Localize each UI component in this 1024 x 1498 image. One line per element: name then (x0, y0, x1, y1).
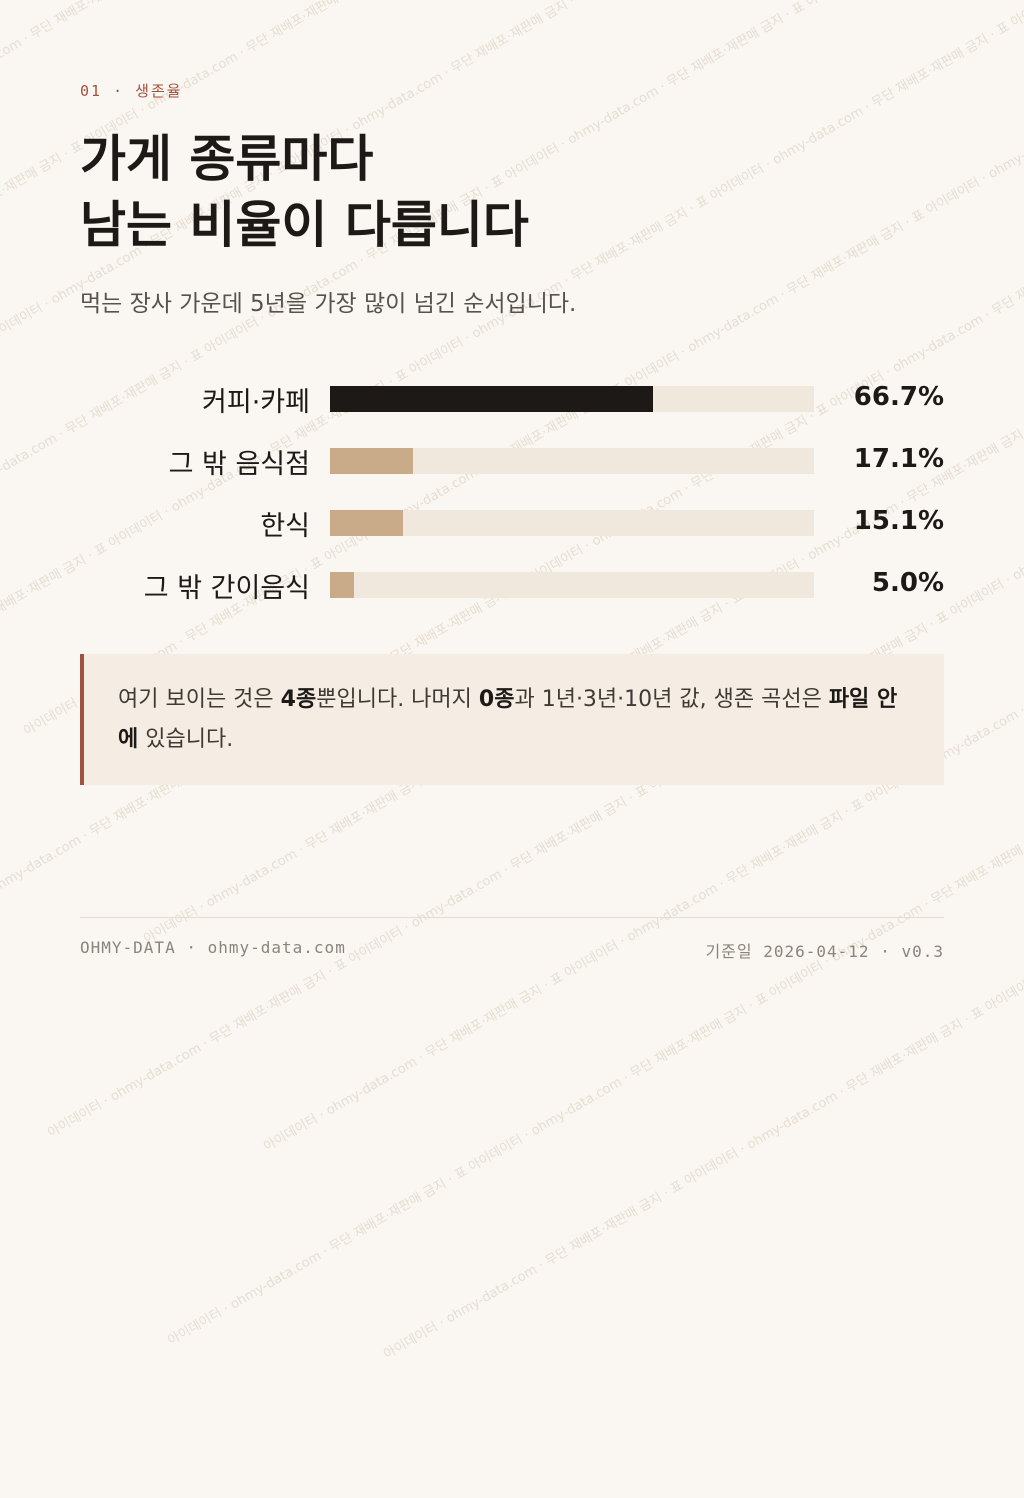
footer-brand: OHMY-DATA · ohmy-data.com (80, 938, 346, 957)
section-eyebrow: 01 · 생존율 (80, 82, 183, 100)
footer-divider (80, 917, 944, 918)
page-title: 가게 종류마다 남는 비율이 다릅니다 (80, 130, 529, 254)
note-bold-count: 4종 (280, 687, 317, 712)
bar-fill (330, 448, 413, 474)
bar-track (330, 386, 814, 412)
bar-track (330, 510, 814, 536)
bar-category-label: 한식 (260, 511, 310, 542)
note-text-2: 뿐입니다. 나머지 (316, 687, 479, 712)
bar-value-label: 15.1% (853, 506, 944, 536)
note-bold-file: 파일 안에 (118, 687, 898, 752)
page-subtitle: 먹는 장사 가운데 5년을 가장 많이 넘긴 순서입니다. (80, 291, 577, 317)
bar-row: 한식 15.1% (80, 494, 944, 556)
bar-chart: 커피·카페 66.7% 그 밖 음식점 17.1% 한식 15.1% 그 밖 간이음식 5.0… (80, 370, 944, 620)
bar-fill (330, 572, 355, 598)
bar-fill (330, 510, 404, 536)
watermark-row: 아이데이터 · ohmy-data.com · 무단 재배포·재판매 금지 · … (381, 0, 1024, 1363)
note-text-1: 여기 보이는 것은 (118, 687, 281, 712)
bar-track (330, 448, 814, 474)
bar-value-label: 17.1% (853, 444, 944, 474)
bar-category-label: 그 밖 간이음식 (143, 573, 310, 604)
info-note: 여기 보이는 것은 4종뿐입니다. 나머지 0종과 1년·3년·10년 값, 생… (80, 654, 944, 785)
footer-date-version: 기준일 2026-04-12 · v0.3 (705, 942, 944, 961)
note-text-4: 있습니다. (138, 727, 234, 752)
bar-category-label: 커피·카페 (202, 387, 310, 418)
bar-row: 커피·카페 66.7% (80, 370, 944, 432)
bar-row: 그 밖 간이음식 5.0% (80, 556, 944, 618)
bar-value-label: 66.7% (853, 382, 944, 412)
bar-value-label: 5.0% (871, 568, 944, 598)
bar-track (330, 572, 814, 598)
bar-fill (330, 386, 653, 412)
note-text-3: 과 1년·3년·10년 값, 생존 곡선은 (514, 687, 829, 712)
bar-category-label: 그 밖 음식점 (168, 449, 310, 480)
bar-row: 그 밖 음식점 17.1% (80, 432, 944, 494)
note-bold-rest: 0종 (478, 687, 515, 712)
